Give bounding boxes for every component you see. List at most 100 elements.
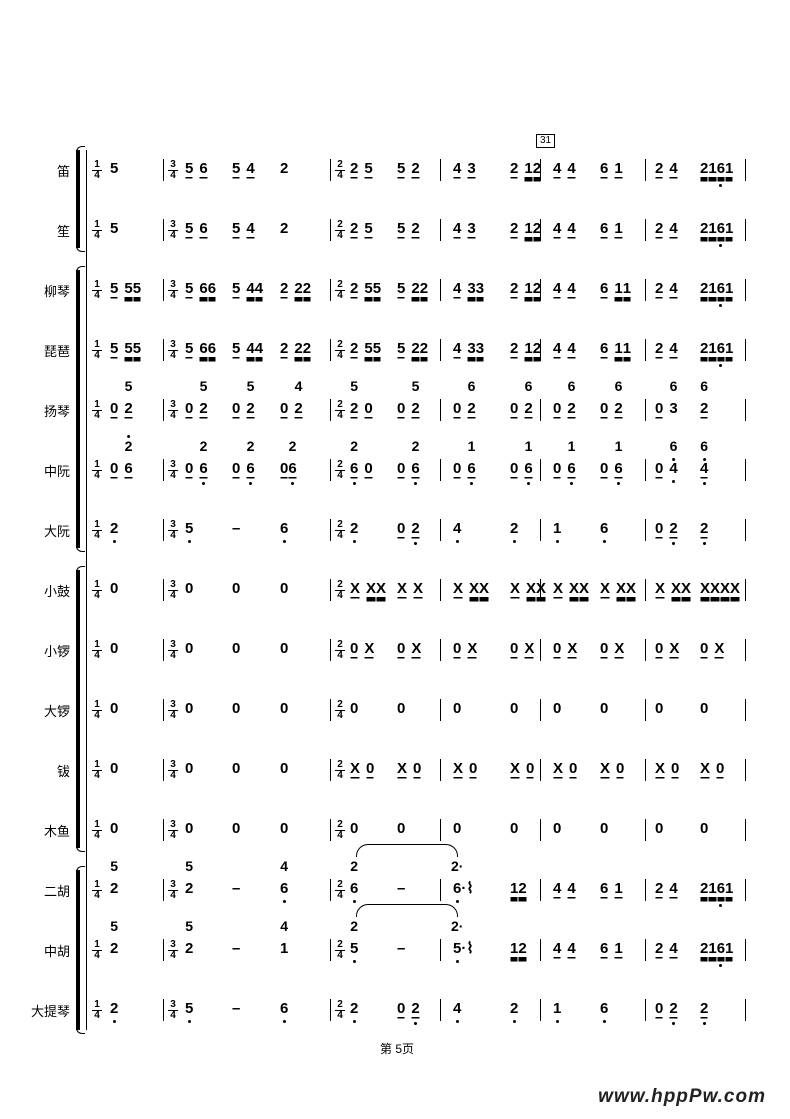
barline — [440, 579, 441, 601]
note: X — [616, 580, 627, 597]
beat: 0 — [600, 700, 608, 717]
beat: 5 22 — [397, 340, 428, 357]
upper-note: 5 — [110, 858, 118, 875]
note: 2 — [124, 435, 133, 454]
note: 1 — [725, 220, 734, 237]
note: 0 — [397, 1000, 406, 1017]
note: 0 — [110, 820, 119, 837]
note: 6 — [716, 340, 726, 367]
note: · — [461, 880, 467, 897]
beat: 2 — [110, 1000, 118, 1023]
beat: 0 — [350, 820, 358, 837]
note: X — [655, 760, 666, 777]
barline — [440, 279, 441, 301]
note: 0 — [397, 520, 406, 537]
barline — [540, 699, 541, 721]
upper-note: 4 — [280, 918, 288, 935]
note: 6 — [524, 378, 533, 394]
note: 5 — [110, 280, 119, 297]
note: 0 — [397, 640, 406, 657]
barline — [163, 219, 164, 241]
note: 3 — [475, 280, 485, 297]
note: 5 — [110, 220, 119, 237]
beat: 0 — [110, 640, 118, 657]
upper-note: 5 — [110, 918, 118, 935]
note: 4 — [669, 160, 678, 177]
note: 5 — [372, 340, 382, 357]
instrument-label: 二胡 — [43, 884, 70, 899]
barline — [440, 339, 441, 361]
beat: X XX — [510, 580, 546, 597]
note: 0 — [232, 760, 241, 777]
note: 5 — [372, 280, 382, 297]
note: 2 — [419, 280, 429, 297]
note: 0 — [280, 400, 289, 417]
note: 5 — [397, 280, 406, 297]
note: X — [350, 580, 361, 597]
note: 1 — [524, 438, 533, 454]
note: 2 — [199, 438, 208, 454]
beat: 2161 — [700, 220, 734, 247]
barline — [645, 759, 646, 781]
note: 0 — [397, 460, 406, 477]
barline — [163, 279, 164, 301]
barline — [540, 339, 541, 361]
barline — [745, 279, 746, 301]
note: 2 — [655, 280, 664, 297]
note: 0 — [553, 640, 562, 657]
upper-note: 5 — [200, 378, 208, 395]
page-number: 第 5页 — [380, 1042, 415, 1056]
beat: 5 55 — [110, 280, 141, 297]
note: 5 — [397, 340, 406, 357]
note: 6 — [600, 520, 609, 543]
note: 6 — [199, 280, 208, 297]
note: 1 — [524, 280, 533, 297]
note: 4 — [280, 858, 289, 874]
note: 5 — [124, 280, 133, 297]
note: X — [536, 580, 547, 597]
beat: X XX — [600, 580, 636, 597]
note: X — [569, 580, 580, 597]
note: 6 — [600, 340, 609, 357]
note: 0 — [350, 700, 359, 717]
beat: 5 66 — [185, 340, 216, 357]
beat: 0 — [185, 580, 193, 597]
note: 5 — [232, 160, 241, 177]
beat: 0 — [280, 820, 288, 837]
barline — [540, 459, 541, 481]
barline — [330, 399, 331, 421]
upper-note: 6 — [568, 378, 576, 395]
note: 4 — [669, 220, 678, 237]
note: 5 — [124, 378, 133, 394]
instrument-label: 扬琴 — [43, 404, 70, 419]
barline — [163, 579, 164, 601]
